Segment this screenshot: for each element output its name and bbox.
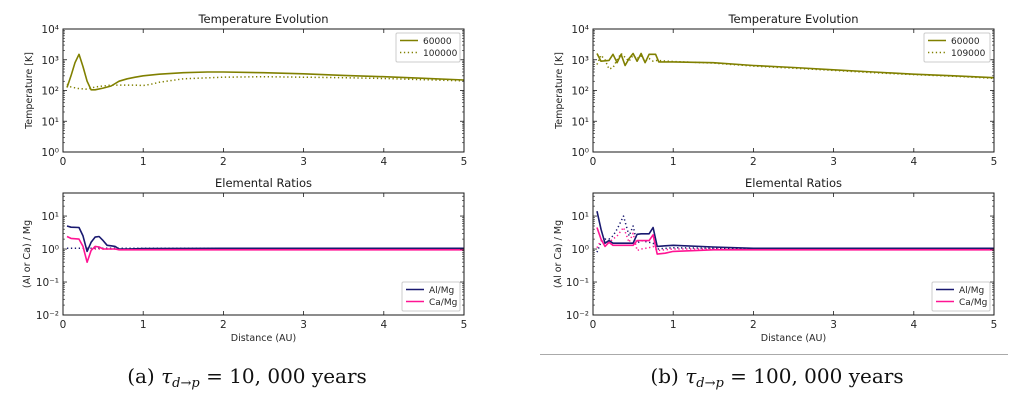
series-group xyxy=(596,52,995,80)
x-tick-label: 2 xyxy=(220,156,227,168)
caption-label: (b) xyxy=(650,364,679,388)
series-group xyxy=(66,53,465,91)
series-group xyxy=(596,211,994,255)
panel-a-elemental-ratios: 0 1 2 3 4 5 10⁻² 10⁻¹ 10⁰ 10¹ Elemental Ratios (Al … xyxy=(22,176,467,344)
x-tick-label: 3 xyxy=(300,319,307,331)
legend-label: 100000 xyxy=(423,49,458,59)
caption-symbol: τ xyxy=(161,364,173,388)
y-tick-label: 10¹ xyxy=(571,211,589,223)
y-tick-label: 10⁻¹ xyxy=(566,277,589,289)
y-tick-label: 10¹ xyxy=(571,116,589,128)
legend-label: Al/Mg xyxy=(959,286,984,296)
y-axis-label: (Al or Ca) / Mg xyxy=(22,220,33,288)
x-tick-label: 1 xyxy=(670,319,677,331)
panel-a-temperature: 0 1 2 3 4 5 10⁰ 10¹ 10² 10³ 10⁴ Temperature Evoluti… xyxy=(24,12,467,168)
x-tick-label: 4 xyxy=(910,156,917,168)
y-axis-label: Temperature [K] xyxy=(24,52,35,130)
series-line-60000 xyxy=(66,53,465,91)
y-axis-label: (Al or Ca) / Mg xyxy=(553,220,564,288)
x-tick-label: 4 xyxy=(380,156,387,168)
y-tick-label: 10⁰ xyxy=(571,147,589,159)
y-tick-label: 10³ xyxy=(41,55,59,67)
legend: 60000 100000 xyxy=(395,32,461,63)
series-line-100000 xyxy=(66,75,465,90)
x-tick-label: 3 xyxy=(830,319,837,331)
panel-title: Elemental Ratios xyxy=(745,176,842,190)
panel-b-temperature: 0 1 2 3 4 5 10⁰ 10¹ 10² 10³ 10⁴ Temperature Evoluti… xyxy=(554,12,997,168)
x-tick-label: 0 xyxy=(590,156,597,168)
y-tick-label: 10⁴ xyxy=(571,24,589,36)
y-tick-label: 10¹ xyxy=(41,211,59,223)
series-line-ca-mg-dotted xyxy=(596,226,994,252)
y-tick-label: 10⁻² xyxy=(566,310,589,322)
x-tick-label: 2 xyxy=(750,319,757,331)
legend-label: 60000 xyxy=(951,37,980,47)
legend-label: Ca/Mg xyxy=(959,298,987,308)
y-tick-label: 10⁰ xyxy=(41,147,59,159)
caption-a: (a) τd→p = 10, 000 years xyxy=(67,364,427,391)
series-line-al-mg xyxy=(596,211,994,250)
caption-b: (b) τd→p = 100, 000 years xyxy=(597,364,957,391)
x-axis-label: Distance (AU) xyxy=(231,333,296,344)
x-tick-label: 0 xyxy=(590,319,597,331)
panel-title: Temperature Evolution xyxy=(727,12,858,26)
x-tick-label: 1 xyxy=(670,156,677,168)
x-tick-label: 5 xyxy=(461,156,468,168)
caption-value: = 10, 000 years xyxy=(206,364,367,388)
legend: Al/Mg Ca/Mg xyxy=(931,281,991,312)
y-tick-label: 10⁰ xyxy=(41,244,59,256)
y-tick-label: 10³ xyxy=(571,55,589,67)
x-tick-label: 1 xyxy=(140,156,147,168)
panel-title: Temperature Evolution xyxy=(197,12,328,26)
x-tick-label: 0 xyxy=(60,319,67,331)
y-tick-label: 10² xyxy=(41,86,59,98)
series-line-ca-mg xyxy=(596,227,994,255)
legend-label: Ca/Mg xyxy=(429,298,457,308)
panel-b-elemental-ratios: 0 1 2 3 4 5 10⁻² 10⁻¹ 10⁰ 10¹ Elemental Ratios (Al … xyxy=(553,176,997,344)
x-tick-label: 5 xyxy=(991,319,998,331)
legend: 60000 109000 xyxy=(923,32,991,63)
caption-subscript: d→p xyxy=(172,376,200,391)
series-line-al-mg xyxy=(66,225,464,253)
y-tick-label: 10² xyxy=(571,86,589,98)
x-tick-label: 2 xyxy=(750,156,757,168)
caption-symbol: τ xyxy=(685,364,697,388)
y-tick-label: 10¹ xyxy=(41,116,59,128)
x-tick-label: 3 xyxy=(300,156,307,168)
series-line-ca-mg xyxy=(66,235,464,264)
legend-label: 109000 xyxy=(951,49,986,59)
caption-value: = 100, 000 years xyxy=(730,364,904,388)
series-line-60000 xyxy=(596,52,995,79)
x-tick-label: 4 xyxy=(910,319,917,331)
panel-title: Elemental Ratios xyxy=(215,176,312,190)
legend-label: Al/Mg xyxy=(429,286,454,296)
x-axis-label: Distance (AU) xyxy=(761,333,826,344)
y-tick-label: 10⁴ xyxy=(41,24,59,36)
series-group xyxy=(66,225,464,264)
x-tick-label: 5 xyxy=(461,319,468,331)
x-tick-label: 3 xyxy=(830,156,837,168)
series-line-al-mg-dotted xyxy=(596,215,994,253)
legend-label: 60000 xyxy=(423,37,452,47)
x-tick-label: 1 xyxy=(140,319,147,331)
x-tick-label: 5 xyxy=(991,156,998,168)
y-tick-label: 10⁻¹ xyxy=(36,277,59,289)
legend: Al/Mg Ca/Mg xyxy=(401,281,461,312)
y-axis-label: Temperature [K] xyxy=(554,52,565,130)
caption-label: (a) xyxy=(127,364,155,388)
x-tick-label: 2 xyxy=(220,319,227,331)
x-tick-label: 4 xyxy=(380,319,387,331)
y-tick-label: 10⁰ xyxy=(571,244,589,256)
y-tick-label: 10⁻² xyxy=(36,310,59,322)
caption-subscript: d→p xyxy=(696,376,724,391)
caption-separator-line xyxy=(540,354,1008,355)
x-tick-label: 0 xyxy=(60,156,67,168)
